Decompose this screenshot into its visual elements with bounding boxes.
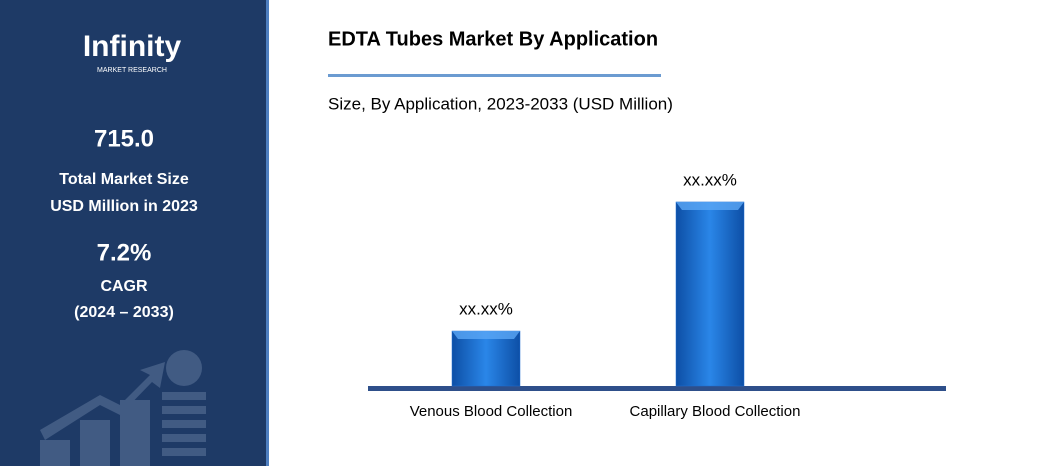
baseline <box>368 386 946 391</box>
logo-sub: MARKET RESEARCH <box>97 67 167 74</box>
cagr: 7.2% <box>97 239 152 266</box>
x-tick-label: Capillary Blood Collection <box>630 403 801 420</box>
logo: Infinity <box>83 30 182 63</box>
chart-subtitle: Size, By Application, 2023-2033 (USD Mil… <box>328 94 673 113</box>
sidebar-edge <box>266 0 269 466</box>
bar <box>451 330 521 387</box>
title-underline <box>328 74 661 77</box>
market-size: 715.0 <box>94 125 154 152</box>
value-label: xx.xx% <box>683 170 737 189</box>
bar <box>675 201 745 387</box>
sidebar-icon <box>40 350 206 466</box>
x-tick-label: Venous Blood Collection <box>410 403 573 420</box>
market-size-label: USD Million in 2023 <box>50 198 198 215</box>
sidebar <box>0 0 268 466</box>
chart-title: EDTA Tubes Market By Application <box>328 28 658 50</box>
bar-bevel <box>452 331 520 340</box>
cagr-label: CAGR <box>100 278 148 295</box>
market-size-label: Total Market Size <box>59 171 189 188</box>
cagr-period: (2024 – 2033) <box>74 304 174 321</box>
value-label: xx.xx% <box>459 300 513 319</box>
bar-bevel <box>676 201 744 210</box>
